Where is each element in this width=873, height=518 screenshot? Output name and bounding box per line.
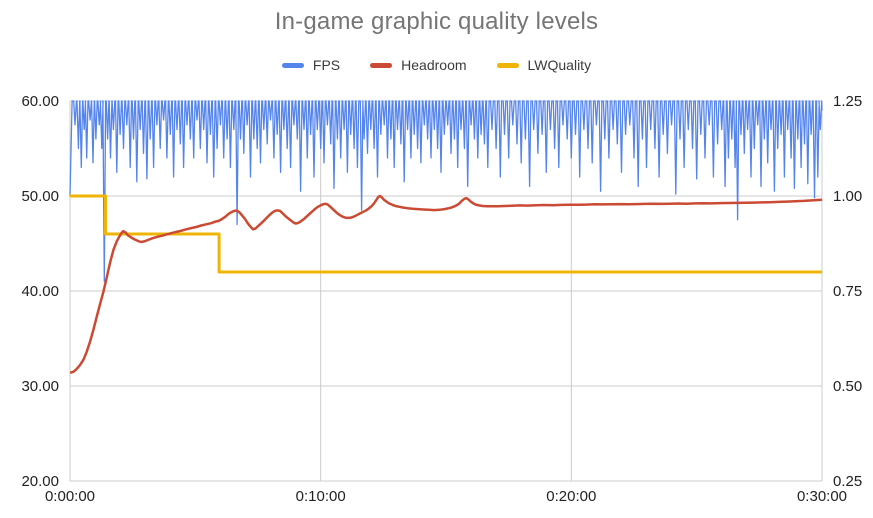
y-left-tick-label: 40.00 [21, 283, 59, 300]
fps-series-swatch-icon [281, 62, 304, 68]
chart-title: In-game graphic quality levels [274, 8, 599, 35]
y-left-tick-label: 30.00 [21, 378, 59, 395]
lwquality-series-swatch-icon [496, 62, 519, 68]
legend: FPS Headroom LWQuality [0, 57, 873, 73]
y-right-tick-label: 0.25 [833, 473, 862, 490]
y-left-tick-label: 50.00 [21, 188, 59, 205]
legend-label-headroom: Headroom [401, 57, 467, 73]
headroom-series-swatch-icon [370, 62, 393, 68]
series-line-lwquality [70, 194, 822, 274]
y-right-tick-label: 0.50 [833, 378, 862, 395]
series-line-headroom [69, 194, 823, 374]
legend-item-fps: FPS [281, 57, 341, 73]
y-right-tick-label: 1.00 [833, 188, 862, 205]
legend-label-fps: FPS [312, 57, 341, 73]
y-left-tick-label: 60.00 [21, 93, 59, 110]
y-left-tick-label: 20.00 [21, 473, 59, 490]
x-tick-label: 0:30:00 [797, 488, 847, 505]
y-right-tick-label: 1.25 [833, 93, 862, 110]
x-tick-label: 0:00:00 [45, 488, 95, 505]
x-tick-label: 0:20:00 [546, 488, 596, 505]
legend-label-lwquality: LWQuality [527, 57, 592, 73]
legend-item-headroom: Headroom [370, 57, 467, 73]
x-tick-label: 0:10:00 [296, 488, 346, 505]
y-right-tick-label: 0.75 [833, 283, 862, 300]
legend-item-lwquality: LWQuality [496, 57, 592, 73]
series-line-fps [69, 100, 823, 283]
